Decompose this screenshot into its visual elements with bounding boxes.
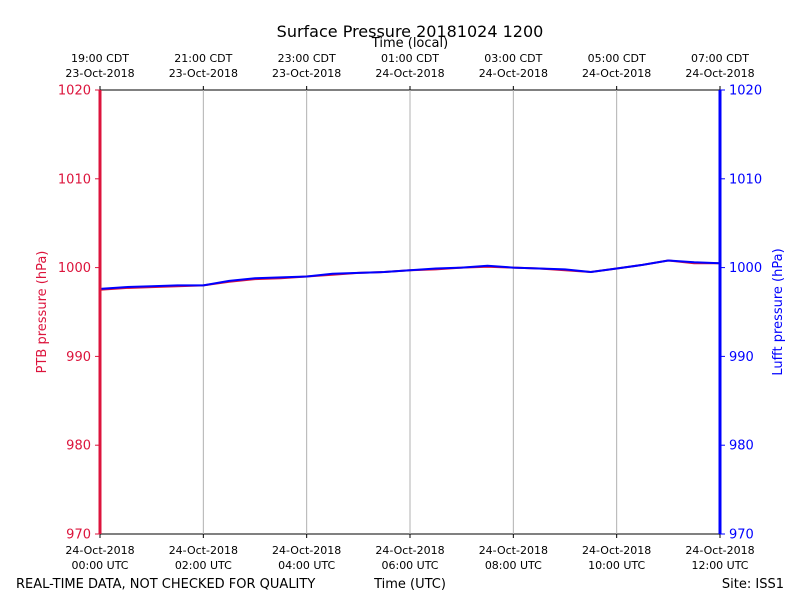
series-lines [99, 259, 721, 291]
x-tick-label-top-time: 01:00 CDT [381, 52, 439, 65]
x-tick-label-bottom-time: 02:00 UTC [175, 559, 232, 572]
chart-title: Surface Pressure 20181024 1200 [277, 22, 544, 41]
x-tick-label-top-date: 24-Oct-2018 [375, 67, 444, 80]
grid-lines [202, 90, 618, 534]
x-tick-label-bottom-time: 06:00 UTC [381, 559, 438, 572]
x-tick-label-bottom-date: 24-Oct-2018 [375, 544, 444, 557]
x-tick-label-top-time: 03:00 CDT [484, 52, 542, 65]
left-axis-label: PTB pressure (hPa) [35, 251, 50, 374]
y-tick-label-right: 990 [729, 350, 754, 365]
y-tick-label-left: 1020 [58, 84, 91, 99]
x-tick-label-bottom-date: 24-Oct-2018 [582, 544, 651, 557]
x-tick-label-top-time: 23:00 CDT [278, 52, 336, 65]
x-tick-label-top-date: 24-Oct-2018 [685, 67, 754, 80]
x-tick-label-top-date: 24-Oct-2018 [582, 67, 651, 80]
y-tick-label-left: 990 [66, 350, 91, 365]
x-tick-label-top-time: 19:00 CDT [71, 52, 129, 65]
x-tick-label-top-date: 23-Oct-2018 [65, 67, 134, 80]
x-tick-label-bottom-date: 24-Oct-2018 [479, 544, 548, 557]
bottom-axis-label: Time (UTC) [373, 577, 446, 592]
y-tick-label-left: 1000 [58, 261, 91, 276]
x-tick-label-top-time: 07:00 CDT [691, 52, 749, 65]
y-tick-label-right: 1010 [729, 172, 762, 187]
x-tick-label-top-date: 23-Oct-2018 [272, 67, 341, 80]
x-tick-label-bottom-time: 10:00 UTC [588, 559, 645, 572]
x-tick-label-top-date: 23-Oct-2018 [169, 67, 238, 80]
x-tick-label-bottom-date: 24-Oct-2018 [272, 544, 341, 557]
axes: 24-Oct-2018 00:00 UTC 24-Oct-2018 02:00 UTC… [58, 52, 762, 572]
y-tick-label-right: 980 [729, 439, 754, 454]
y-tick-label-right: 1020 [729, 84, 762, 99]
x-tick-label-top-time: 21:00 CDT [174, 52, 232, 65]
x-tick-label-bottom-date: 24-Oct-2018 [65, 544, 134, 557]
y-tick-label-right: 1000 [729, 261, 762, 276]
top-axis-label: Time (local) [371, 36, 448, 51]
quality-notice: REAL-TIME DATA, NOT CHECKED FOR QUALITY [16, 577, 315, 592]
x-tick-label-bottom-time: 00:00 UTC [71, 559, 128, 572]
x-tick-label-bottom-date: 24-Oct-2018 [685, 544, 754, 557]
site-label: Site: ISS1 [722, 577, 784, 592]
y-tick-label-right: 970 [729, 528, 754, 543]
x-tick-label-top-time: 05:00 CDT [588, 52, 646, 65]
y-tick-label-left: 980 [66, 439, 91, 454]
x-tick-label-bottom-time: 04:00 UTC [278, 559, 335, 572]
x-tick-label-bottom-time: 08:00 UTC [485, 559, 542, 572]
x-tick-label-top-date: 24-Oct-2018 [479, 67, 548, 80]
x-tick-label-bottom-date: 24-Oct-2018 [169, 544, 238, 557]
lufft-pressure-line [99, 259, 721, 290]
x-tick-label-bottom-time: 12:00 UTC [691, 559, 748, 572]
right-axis-label: Lufft pressure (hPa) [771, 248, 786, 375]
y-tick-label-left: 970 [66, 528, 91, 543]
y-tick-label-left: 1010 [58, 172, 91, 187]
